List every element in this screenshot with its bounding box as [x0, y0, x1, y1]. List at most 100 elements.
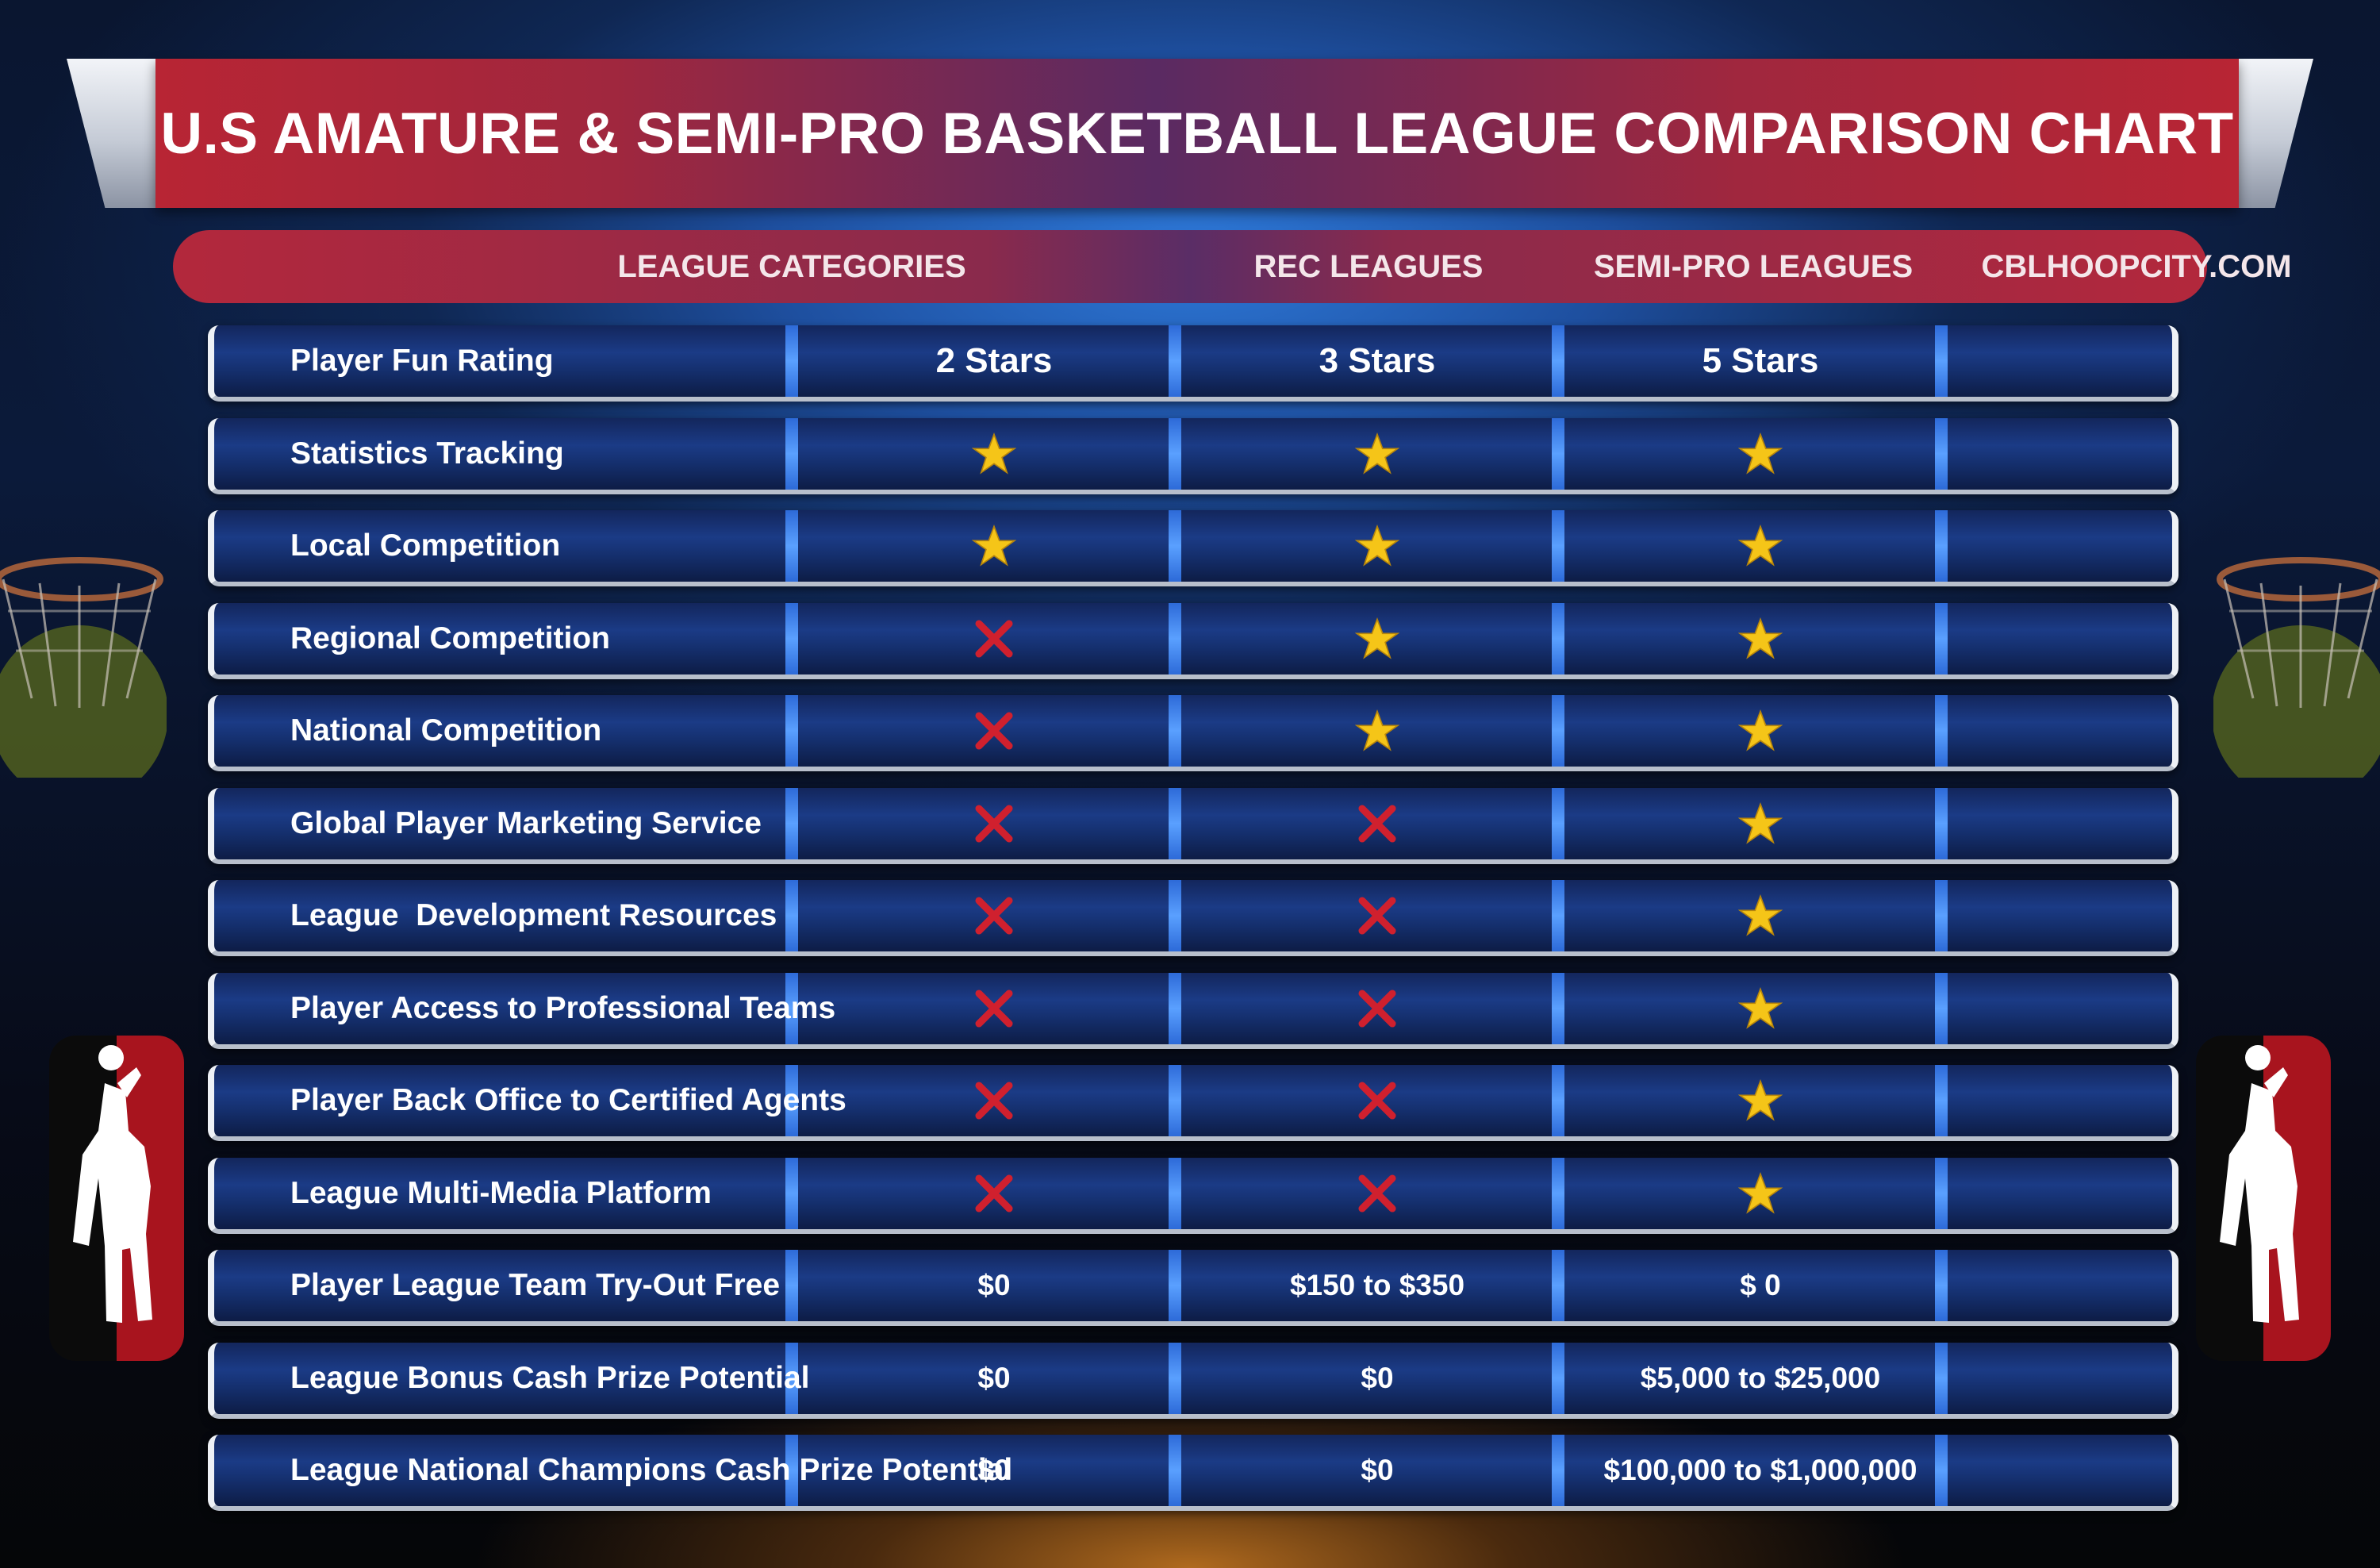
row-category-label: Player Access to Professional Teams: [290, 990, 836, 1025]
x-mark-icon: [975, 1082, 1013, 1120]
column-divider: [1935, 787, 1948, 859]
row-category-label: Player Fun Rating: [290, 344, 554, 378]
table-cell: [808, 788, 1180, 859]
column-divider: [785, 972, 798, 1044]
column-divider: [785, 417, 798, 490]
row-category-label: Regional Competition: [290, 621, 610, 655]
column-divider: [1935, 880, 1948, 951]
table-cell: [1574, 510, 1947, 582]
row-category-label: League National Champions Cash Prize Pot…: [290, 1453, 1013, 1487]
cell-value: $100,000 to $1,000,000: [1603, 1454, 1917, 1486]
header-cblhoopcity: CBLHOOPCITY.COM: [1981, 249, 2292, 284]
table-cell: [1191, 788, 1564, 859]
x-mark-icon: [975, 1174, 1013, 1213]
column-divider: [1169, 1435, 1181, 1506]
column-divider: [1935, 602, 1948, 674]
cell-value: 2 Stars: [935, 341, 1053, 380]
column-divider: [1169, 1157, 1181, 1229]
star-icon: [1355, 432, 1399, 475]
table-cell: $5,000 to $25,000: [1574, 1343, 1947, 1414]
column-divider: [1169, 695, 1181, 767]
table-cell: 3 Stars: [1191, 325, 1564, 397]
column-divider: [1169, 602, 1181, 674]
cell-value: $0: [1361, 1361, 1394, 1394]
star-icon: [1738, 617, 1783, 659]
star-icon: [972, 432, 1016, 475]
column-divider: [1169, 417, 1181, 490]
column-divider: [1935, 1065, 1948, 1136]
cell-value: $0: [977, 1269, 1011, 1301]
star-icon: [1738, 1171, 1783, 1214]
table-cell: $ 0: [1574, 1250, 1947, 1321]
table-cell: $0: [1191, 1343, 1564, 1414]
table-cell: [1574, 418, 1947, 490]
column-divider: [1552, 1435, 1564, 1506]
chart-title: U.S AMATURE & SEMI-PRO BASKETBALL LEAGUE…: [160, 101, 2234, 166]
column-divider: [1552, 1065, 1564, 1136]
header-league-categories: LEAGUE CATEGORIES: [617, 249, 966, 284]
row-category-label: National Competition: [290, 713, 602, 747]
table-row: Local Competition: [208, 510, 2178, 586]
table-cell: [808, 510, 1180, 582]
table-row: Global Player Marketing Service: [208, 787, 2178, 864]
basketball-hoop-icon: [0, 557, 167, 778]
column-divider: [1552, 695, 1564, 767]
column-divider: [1935, 1435, 1948, 1506]
star-icon: [1738, 801, 1783, 844]
star-icon: [1355, 709, 1399, 751]
column-divider: [1552, 1157, 1564, 1229]
star-icon: [1738, 709, 1783, 751]
column-divider: [785, 787, 798, 859]
x-mark-icon: [1358, 989, 1396, 1028]
column-divider: [1935, 1342, 1948, 1414]
table-row: Player Access to Professional Teams: [208, 972, 2178, 1049]
table-cell: 5 Stars: [1574, 325, 1947, 397]
x-mark-icon: [975, 712, 1013, 750]
table-row: Regional Competition: [208, 602, 2178, 679]
table-row: League Multi-Media Platform: [208, 1157, 2178, 1234]
table-cell: $0: [808, 1250, 1180, 1321]
table-row: Player Back Office to Certified Agents: [208, 1065, 2178, 1141]
table-cell: [1574, 1158, 1947, 1229]
star-icon: [1738, 894, 1783, 936]
table-cell: [808, 418, 1180, 490]
x-mark-icon: [975, 989, 1013, 1028]
column-divider: [785, 1065, 798, 1136]
column-divider: [785, 1157, 798, 1229]
column-divider: [785, 325, 798, 397]
column-divider: [1169, 880, 1181, 951]
table-cell: [1191, 880, 1564, 951]
column-divider: [1552, 417, 1564, 490]
star-icon: [1738, 432, 1783, 475]
table-cell: [808, 1065, 1180, 1136]
row-category-label: Local Competition: [290, 528, 561, 563]
cell-value: $0: [1361, 1454, 1394, 1486]
column-divider: [1935, 972, 1948, 1044]
table-cell: [1574, 695, 1947, 767]
row-category-label: League Development Resources: [290, 898, 777, 932]
table-cell: [808, 880, 1180, 951]
table-cell: [1191, 418, 1564, 490]
table-cell: $0: [1191, 1435, 1564, 1506]
x-mark-icon: [975, 897, 1013, 935]
column-divider: [1169, 325, 1181, 397]
table-cell: $0: [808, 1435, 1180, 1506]
star-icon: [1355, 524, 1399, 567]
table-cell: $100,000 to $1,000,000: [1574, 1435, 1947, 1506]
table-cell: [808, 1158, 1180, 1229]
star-icon: [1738, 986, 1783, 1029]
x-mark-icon: [1358, 1174, 1396, 1213]
column-divider: [1935, 1250, 1948, 1321]
table-cell: [1574, 603, 1947, 674]
table-cell: [808, 973, 1180, 1044]
column-divider: [1552, 972, 1564, 1044]
table-cell: [1191, 510, 1564, 582]
table-row: Player League Team Try-Out Free $0 $150 to…: [208, 1250, 2178, 1326]
column-divider: [1935, 695, 1948, 767]
row-category-label: Statistics Tracking: [290, 436, 564, 471]
cell-value: 5 Stars: [1702, 341, 1819, 380]
table-cell: $0: [808, 1343, 1180, 1414]
column-divider: [785, 880, 798, 951]
table-cell: [1574, 1065, 1947, 1136]
column-divider: [1935, 510, 1948, 582]
